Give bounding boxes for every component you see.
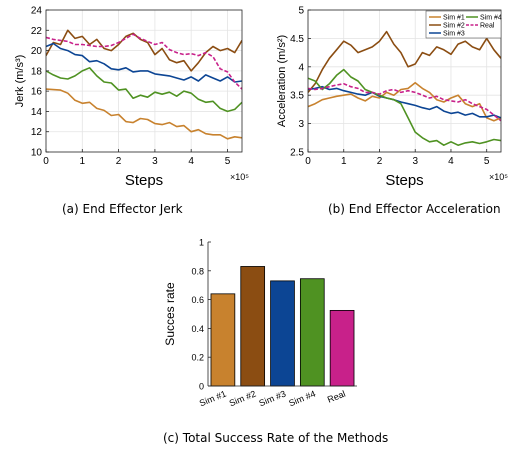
bar-plot: Sim #1 Sim #2 Sim #3 Sim #4 Real 0 0.2 0.4 0.6 0.… (163, 238, 357, 409)
y-tick-label: 0.8 (191, 266, 204, 276)
y-tick-label: 0.2 (191, 353, 204, 363)
x-tick-label: 1 (80, 156, 86, 167)
x-tick-label: 5 (484, 156, 490, 167)
x-axis-label: Steps (385, 172, 423, 189)
bar-sim4 (299, 278, 325, 387)
y-tick-label: 10 (31, 148, 43, 159)
y-tick-label: 4 (298, 62, 304, 73)
caption-b: (b) End Effector Acceleration (328, 202, 501, 216)
y-tick-label: 2.5 (290, 148, 304, 159)
y-tick-label: 18 (31, 66, 43, 77)
y-tick-label: 22 (31, 26, 43, 37)
x-tick-label: 3 (152, 156, 158, 167)
series-line-sim3 (308, 85, 501, 119)
plot-frame (45, 9, 243, 153)
x-tick-label: 5 (225, 156, 231, 167)
legend-label-sim3: Sim #3 (443, 31, 465, 38)
category-label: Real (326, 389, 347, 405)
y-tick-label: 0.6 (191, 295, 204, 305)
plot-frame (307, 9, 502, 153)
caption-c: (c) Total Success Rate of the Methods (163, 431, 389, 445)
legend-label-sim4: Sim #4 (480, 15, 502, 22)
series-line-sim4 (46, 67, 242, 113)
legend-label-real: Real (480, 23, 495, 30)
x-axis-label: Steps (125, 172, 163, 189)
x-tick-label: 1 (341, 156, 347, 167)
y-tick-label: 24 (31, 6, 43, 17)
x-tick-label: 4 (188, 156, 194, 167)
y-tick-label: 14 (31, 107, 43, 118)
series-line-real (308, 83, 501, 122)
series-line-sim3 (46, 42, 242, 83)
category-label: Sim #4 (287, 389, 317, 409)
series-line-real (46, 33, 242, 90)
x-tick-label: 0 (305, 156, 311, 167)
series-line-sim1 (46, 88, 242, 140)
y-tick-label: 12 (31, 127, 43, 138)
bar-sim1 (210, 293, 236, 387)
caption-a: (a) End Effector Jerk (62, 202, 183, 216)
y-axis-label: Jerk (m/s³) (14, 55, 26, 108)
x-tick-label: 4 (448, 156, 454, 167)
bar-sim3 (270, 280, 295, 387)
x-tick-label: 0 (43, 156, 49, 167)
y-tick-label: 4.5 (290, 34, 304, 45)
x-tick-label: 2 (377, 156, 383, 167)
legend: Sim #1 Sim #4 Sim #2 Real Sim #3 (425, 10, 502, 39)
series-line-sim1 (308, 81, 501, 122)
x-scale-label: ×10⁵ (489, 172, 508, 182)
y-tick-label: 3 (298, 119, 304, 130)
series-line-sim4 (308, 68, 501, 146)
bar-sim2 (240, 266, 266, 387)
y-tick-label: 3.5 (290, 91, 304, 102)
y-tick-label: 0.4 (191, 324, 204, 334)
bar-real (329, 309, 355, 387)
y-tick-label: 16 (31, 87, 43, 98)
line-plot-b: 0 1 2 3 4 5 2.5 3 3.5 4 4.5 5 Steps ×10⁵ Acceleration … (276, 6, 508, 190)
x-scale-label: ×10⁵ (230, 172, 249, 182)
y-axis-label: Acceleration (m/s²) (276, 35, 288, 127)
category-label: Sim #3 (258, 389, 288, 409)
series-line-sim2 (308, 30, 501, 93)
x-tick-label: 3 (412, 156, 418, 167)
y-tick-label: 5 (298, 6, 304, 17)
category-label: Sim #1 (198, 389, 228, 409)
y-tick-label: 20 (31, 46, 43, 57)
y-tick-label: 0 (199, 382, 204, 392)
x-tick-label: 2 (116, 156, 122, 167)
legend-label-sim2: Sim #2 (443, 23, 465, 30)
category-label: Sim #2 (228, 389, 258, 409)
y-tick-label: 1 (199, 238, 204, 248)
y-axis-label: Succes rate (163, 282, 177, 346)
series-line-sim2 (46, 29, 242, 72)
legend-label-sim1: Sim #1 (443, 15, 465, 22)
